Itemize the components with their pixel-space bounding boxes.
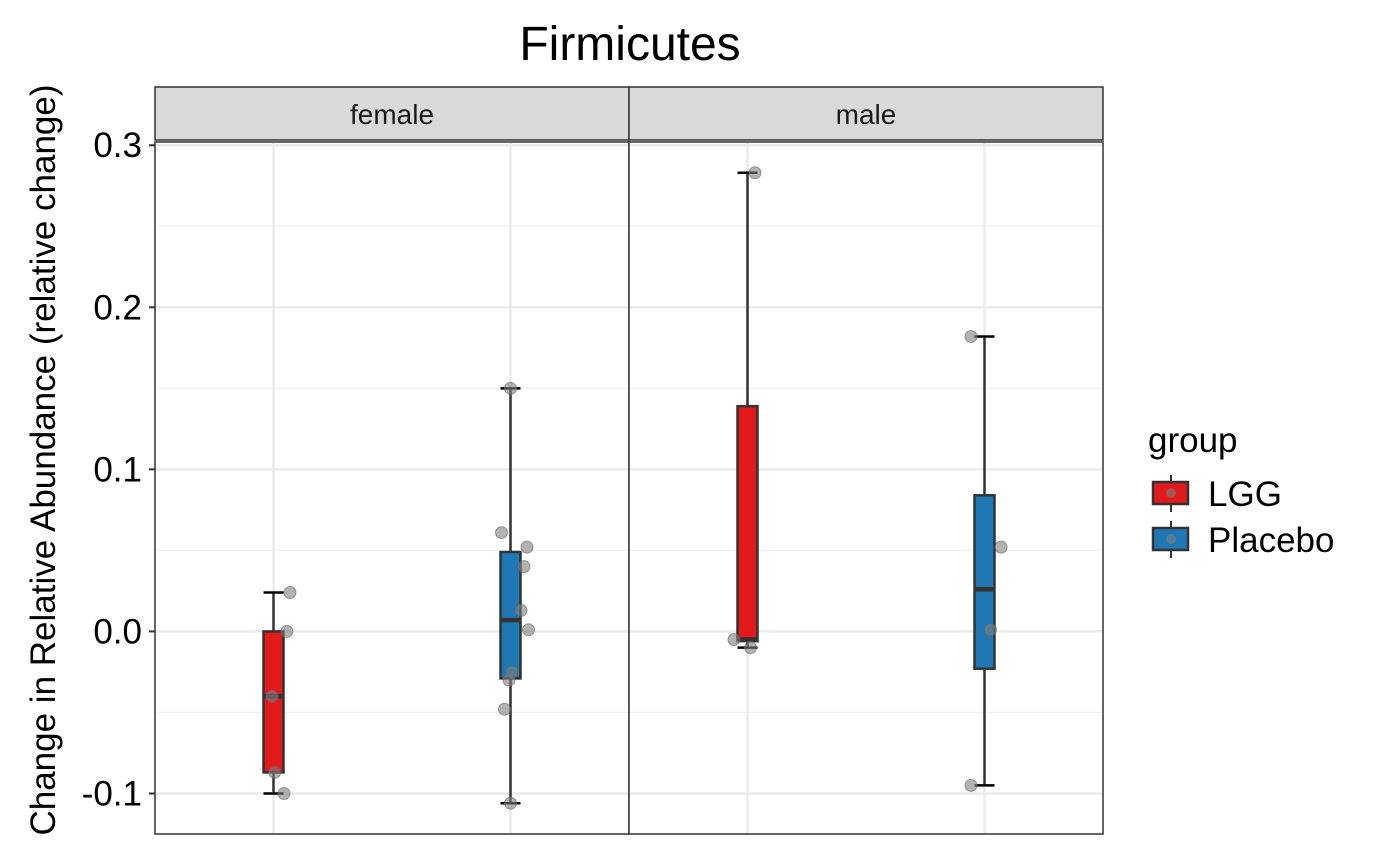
y-tick-label: 0.1 [93,450,142,489]
y-tick-label: 0.0 [93,612,142,651]
box-male-placebo [973,494,996,670]
plot-area: female male -0.1 0.0 0.1 0.2 0.3 [82,86,1104,835]
data-point-male-placebo [964,778,978,792]
facet-strip-male [628,86,1104,141]
data-point-female-placebo [504,381,517,395]
chart-title: Firmicutes [519,18,740,71]
data-point-female-lgg [277,786,291,800]
y-tick-label: 0.3 [93,126,142,165]
data-point-male-placebo [984,623,997,637]
data-point-female-lgg [283,586,297,600]
data-point-female-placebo [514,603,528,617]
data-point-female-lgg [280,624,294,638]
data-point-female-placebo [517,560,531,574]
panel-border-male [628,141,1104,835]
data-point-female-placebo [520,540,534,554]
panel-background-female [155,142,629,834]
data-point-female-placebo [495,526,508,540]
legend-label-placebo: Placebo [1208,521,1334,560]
y-axis-label: Change in Relative Abundance (relative c… [24,84,63,835]
box-male-lgg [736,404,759,643]
data-point-female-lgg [265,689,279,703]
data-point-male-lgg [748,166,762,180]
data-point-male-placebo [994,540,1008,554]
panel-background-male [629,142,1103,834]
data-point-female-placebo [504,796,517,810]
facet-label-male: male [836,99,897,130]
data-point-female-placebo [522,623,535,637]
legend-item-lgg: LGG [1151,475,1282,514]
data-point-female-lgg [268,765,282,779]
data-point-male-lgg [744,641,757,655]
legend-title: group [1148,421,1238,460]
data-point-female-placebo [502,673,516,687]
data-point-female-placebo [498,702,511,716]
legend-label-lgg: LGG [1208,475,1282,514]
y-tick-label: -0.1 [82,774,142,813]
data-point-male-lgg [727,633,741,647]
legend: group LGG Placebo [1148,421,1334,560]
legend-item-placebo: Placebo [1151,521,1334,560]
data-point-male-placebo [964,329,978,343]
facet-label-female: female [350,99,434,130]
y-tick-label: 0.2 [93,288,142,327]
